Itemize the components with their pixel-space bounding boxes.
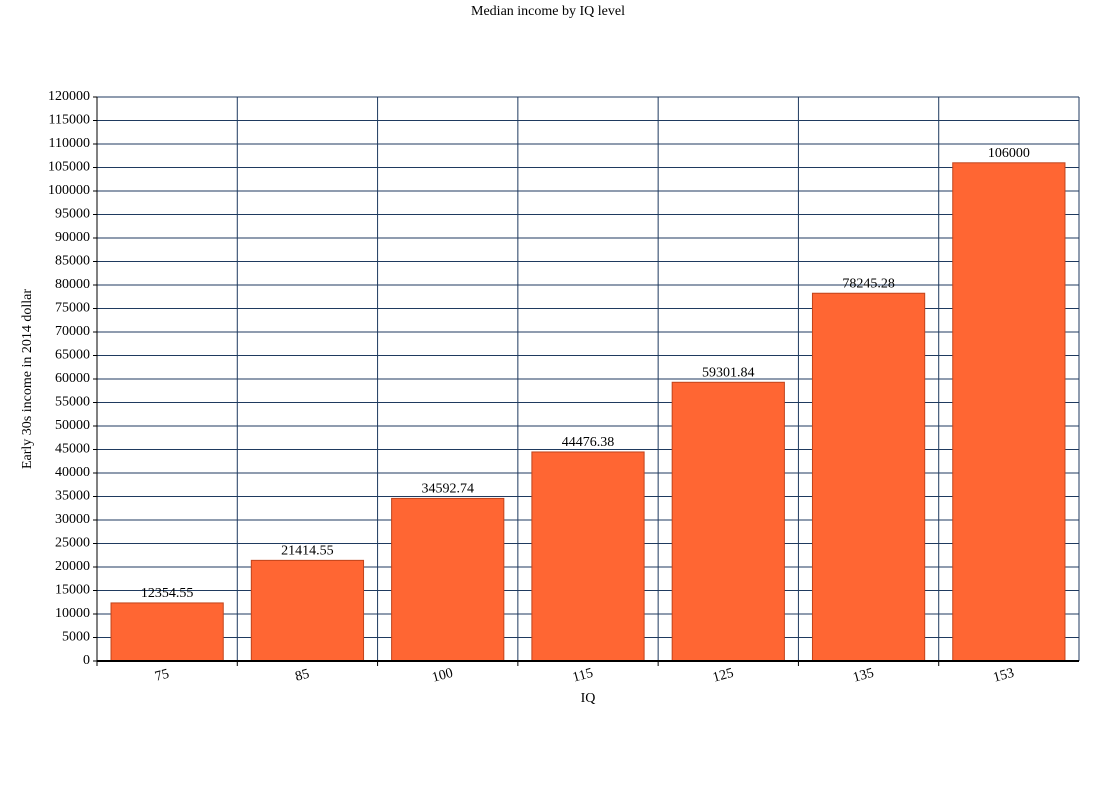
x-tick-label: 125 (711, 666, 735, 686)
x-tick-label: 115 (571, 666, 595, 686)
x-axis-label: IQ (581, 691, 596, 706)
data-label: 44476.38 (562, 435, 615, 450)
y-tick-label: 0 (83, 653, 90, 668)
bar (250, 559, 365, 662)
x-tick-label: 75 (153, 667, 170, 685)
y-tick-label: 110000 (49, 136, 90, 151)
x-tick-label: 135 (851, 666, 875, 686)
x-tick-label: 153 (992, 666, 1016, 686)
bar (391, 497, 505, 662)
x-tick-label: 100 (431, 666, 455, 686)
y-tick-label: 45000 (55, 442, 90, 457)
data-label: 59301.84 (702, 366, 755, 381)
chart-title: Median income by IQ level (471, 4, 625, 19)
y-tick-label: 40000 (55, 465, 90, 480)
y-tick-label: 15000 (55, 583, 90, 598)
y-tick-label: 120000 (48, 89, 90, 104)
bar (531, 451, 645, 662)
data-label: 106000 (988, 146, 1030, 161)
y-axis-label: Early 30s income in 2014 dollar (20, 289, 35, 469)
y-tick-label: 50000 (55, 418, 90, 433)
data-label: 12354.55 (141, 586, 194, 601)
y-tick-label: 30000 (55, 512, 90, 527)
y-tick-label: 55000 (55, 395, 90, 410)
y-tick-label: 25000 (55, 536, 90, 551)
y-tick-label: 70000 (55, 324, 90, 339)
y-tick-label: 60000 (55, 371, 90, 386)
bar (952, 162, 1066, 662)
y-tick-label: 35000 (55, 489, 90, 504)
y-tick-label: 105000 (48, 160, 90, 175)
y-tick-label: 65000 (55, 348, 90, 363)
bar (110, 602, 224, 662)
y-tick-label: 90000 (55, 230, 90, 245)
bar (811, 292, 926, 662)
y-tick-label: 75000 (55, 301, 90, 316)
x-tick-label: 85 (294, 667, 311, 685)
data-label: 78245.28 (842, 276, 895, 291)
y-tick-label: 5000 (62, 630, 90, 645)
y-tick-label: 95000 (55, 207, 90, 222)
bar (671, 381, 785, 662)
y-tick-label: 85000 (55, 254, 90, 269)
y-tick-label: 80000 (55, 277, 90, 292)
data-label: 21414.55 (281, 544, 334, 559)
y-tick-label: 100000 (48, 183, 90, 198)
y-tick-label: 20000 (55, 559, 90, 574)
data-label: 34592.74 (421, 482, 474, 497)
y-tick-label: 115000 (49, 113, 90, 128)
y-tick-label: 10000 (55, 606, 90, 621)
